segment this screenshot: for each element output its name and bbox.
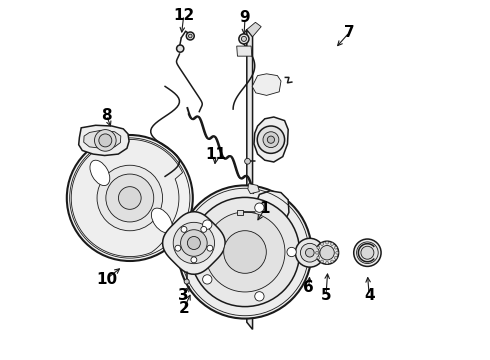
Ellipse shape [268, 136, 274, 143]
Ellipse shape [326, 241, 328, 244]
Ellipse shape [316, 241, 339, 264]
Ellipse shape [151, 208, 172, 233]
Polygon shape [247, 22, 261, 37]
Ellipse shape [67, 135, 193, 261]
Ellipse shape [186, 32, 194, 40]
Ellipse shape [201, 226, 207, 232]
Ellipse shape [331, 243, 334, 246]
Ellipse shape [320, 246, 334, 260]
Ellipse shape [242, 36, 246, 41]
Ellipse shape [207, 245, 213, 251]
Polygon shape [254, 117, 288, 162]
Polygon shape [79, 125, 129, 156]
Ellipse shape [336, 251, 339, 254]
Ellipse shape [95, 130, 116, 151]
Ellipse shape [300, 243, 319, 262]
Text: 2: 2 [178, 301, 189, 316]
Ellipse shape [317, 246, 320, 249]
Ellipse shape [316, 251, 318, 254]
Ellipse shape [106, 174, 154, 222]
Ellipse shape [181, 226, 187, 232]
Ellipse shape [320, 243, 323, 246]
Ellipse shape [205, 212, 285, 292]
Ellipse shape [99, 134, 112, 147]
Ellipse shape [224, 231, 266, 273]
Ellipse shape [239, 34, 249, 44]
Ellipse shape [305, 248, 314, 257]
Ellipse shape [189, 34, 192, 38]
Ellipse shape [361, 246, 374, 259]
Polygon shape [237, 46, 252, 56]
Text: 10: 10 [96, 271, 117, 287]
Ellipse shape [245, 158, 250, 164]
Ellipse shape [119, 187, 141, 210]
Ellipse shape [176, 45, 184, 52]
Ellipse shape [191, 257, 197, 263]
Ellipse shape [255, 292, 264, 301]
Ellipse shape [287, 247, 296, 257]
Ellipse shape [320, 260, 323, 263]
Ellipse shape [90, 160, 110, 185]
Polygon shape [237, 210, 243, 215]
Ellipse shape [295, 238, 324, 267]
Polygon shape [248, 184, 259, 194]
Text: 9: 9 [240, 10, 250, 26]
Ellipse shape [191, 197, 299, 307]
Ellipse shape [357, 242, 378, 264]
Polygon shape [84, 130, 121, 148]
Ellipse shape [263, 132, 279, 148]
Ellipse shape [181, 230, 207, 256]
Ellipse shape [257, 126, 285, 153]
Text: 12: 12 [173, 8, 195, 23]
Text: 8: 8 [101, 108, 112, 123]
Ellipse shape [334, 246, 337, 249]
Text: 7: 7 [344, 25, 355, 40]
Ellipse shape [255, 203, 264, 212]
Text: 5: 5 [320, 288, 331, 303]
Ellipse shape [203, 220, 212, 229]
Ellipse shape [178, 185, 312, 319]
Ellipse shape [354, 239, 381, 266]
Text: 11: 11 [206, 147, 227, 162]
Ellipse shape [173, 222, 215, 264]
Ellipse shape [187, 237, 200, 249]
Ellipse shape [334, 256, 337, 259]
Text: 3: 3 [178, 288, 189, 303]
Ellipse shape [317, 256, 320, 259]
Ellipse shape [331, 260, 334, 263]
Ellipse shape [203, 275, 212, 284]
Polygon shape [71, 139, 183, 257]
Text: 6: 6 [303, 280, 314, 296]
Polygon shape [252, 74, 281, 95]
Ellipse shape [326, 261, 328, 264]
Ellipse shape [97, 165, 163, 231]
Ellipse shape [175, 245, 181, 251]
Polygon shape [247, 30, 252, 329]
Text: 1: 1 [260, 201, 270, 216]
Polygon shape [163, 212, 225, 274]
Ellipse shape [184, 279, 189, 284]
Text: 4: 4 [364, 288, 374, 303]
Polygon shape [255, 191, 289, 228]
